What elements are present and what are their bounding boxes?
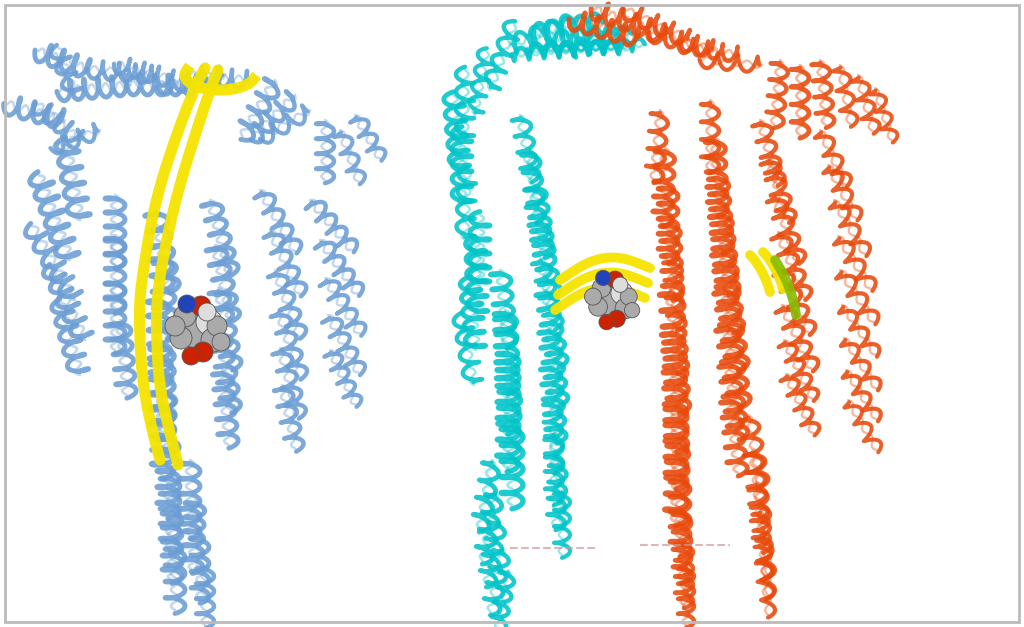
Circle shape: [621, 288, 637, 305]
Circle shape: [611, 282, 633, 304]
Circle shape: [592, 279, 611, 297]
Circle shape: [182, 347, 200, 365]
Circle shape: [608, 310, 626, 327]
Circle shape: [606, 271, 624, 288]
Circle shape: [596, 270, 611, 285]
Circle shape: [585, 288, 601, 305]
Circle shape: [615, 298, 636, 319]
Circle shape: [170, 327, 193, 349]
Circle shape: [599, 315, 614, 330]
Circle shape: [207, 316, 227, 336]
Circle shape: [625, 303, 640, 318]
Circle shape: [212, 333, 230, 351]
Circle shape: [165, 316, 185, 336]
Circle shape: [174, 305, 196, 327]
Circle shape: [193, 342, 213, 362]
Circle shape: [198, 303, 216, 321]
Circle shape: [178, 295, 196, 313]
Circle shape: [201, 328, 225, 352]
Circle shape: [196, 309, 222, 335]
Circle shape: [191, 296, 211, 316]
Circle shape: [589, 297, 607, 316]
Circle shape: [612, 277, 628, 292]
Circle shape: [595, 285, 626, 315]
Circle shape: [177, 312, 213, 348]
